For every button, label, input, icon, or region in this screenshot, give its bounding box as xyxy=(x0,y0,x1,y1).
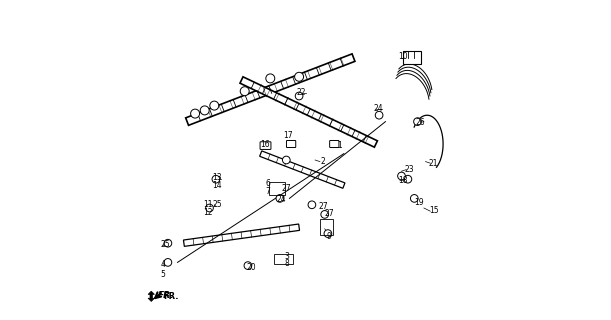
Text: FR.: FR. xyxy=(163,292,178,301)
Text: 26: 26 xyxy=(416,118,425,127)
Bar xyxy=(269,182,285,195)
Text: 27: 27 xyxy=(318,202,328,211)
Bar xyxy=(320,219,333,235)
Text: 4: 4 xyxy=(160,260,165,269)
Circle shape xyxy=(282,156,290,164)
Text: 23: 23 xyxy=(404,165,414,174)
Circle shape xyxy=(240,87,249,96)
Polygon shape xyxy=(183,224,299,246)
Polygon shape xyxy=(148,291,155,301)
Text: 3: 3 xyxy=(284,252,289,261)
Circle shape xyxy=(324,230,332,237)
Polygon shape xyxy=(260,151,345,188)
Bar xyxy=(274,254,293,264)
Circle shape xyxy=(164,239,172,247)
Circle shape xyxy=(276,195,284,202)
Text: 27: 27 xyxy=(281,184,291,193)
Circle shape xyxy=(295,92,303,100)
FancyBboxPatch shape xyxy=(287,140,296,148)
Circle shape xyxy=(191,109,200,118)
Text: 24: 24 xyxy=(276,195,286,204)
Text: 19: 19 xyxy=(414,198,424,207)
Circle shape xyxy=(210,101,219,110)
Text: 5: 5 xyxy=(160,270,165,279)
Text: 6: 6 xyxy=(266,179,271,188)
Circle shape xyxy=(321,211,329,218)
Text: 18: 18 xyxy=(398,176,408,185)
Circle shape xyxy=(404,175,412,183)
Circle shape xyxy=(200,106,209,115)
Text: 8: 8 xyxy=(284,259,289,268)
Circle shape xyxy=(206,204,213,212)
Text: 25: 25 xyxy=(160,240,170,249)
Text: 1: 1 xyxy=(337,141,342,150)
Text: 20: 20 xyxy=(246,263,256,272)
Bar xyxy=(403,51,421,64)
Circle shape xyxy=(398,172,405,180)
Circle shape xyxy=(266,74,275,83)
Text: 27: 27 xyxy=(324,209,334,218)
Text: 16: 16 xyxy=(260,140,269,149)
Text: FR.: FR. xyxy=(158,292,174,300)
Text: 17: 17 xyxy=(283,131,293,140)
Text: 14: 14 xyxy=(213,181,222,190)
Polygon shape xyxy=(186,54,355,125)
Circle shape xyxy=(414,118,422,125)
FancyBboxPatch shape xyxy=(330,140,339,148)
Text: 9: 9 xyxy=(326,232,331,241)
Circle shape xyxy=(375,111,383,119)
Text: 2: 2 xyxy=(321,157,326,166)
Text: 13: 13 xyxy=(213,173,222,182)
Text: 12: 12 xyxy=(203,208,213,217)
Circle shape xyxy=(244,262,252,269)
Circle shape xyxy=(164,259,172,266)
Text: 10: 10 xyxy=(398,52,408,61)
Circle shape xyxy=(212,175,220,183)
Text: 7: 7 xyxy=(266,188,271,196)
Text: 22: 22 xyxy=(296,88,306,97)
Polygon shape xyxy=(240,77,378,147)
Text: 21: 21 xyxy=(428,159,437,168)
Text: 24: 24 xyxy=(374,104,384,113)
FancyBboxPatch shape xyxy=(260,142,271,149)
Text: 11: 11 xyxy=(203,200,213,209)
Text: 15: 15 xyxy=(429,206,439,215)
Text: 25: 25 xyxy=(213,200,222,209)
Circle shape xyxy=(411,195,418,202)
Circle shape xyxy=(295,72,304,81)
Circle shape xyxy=(308,201,316,209)
